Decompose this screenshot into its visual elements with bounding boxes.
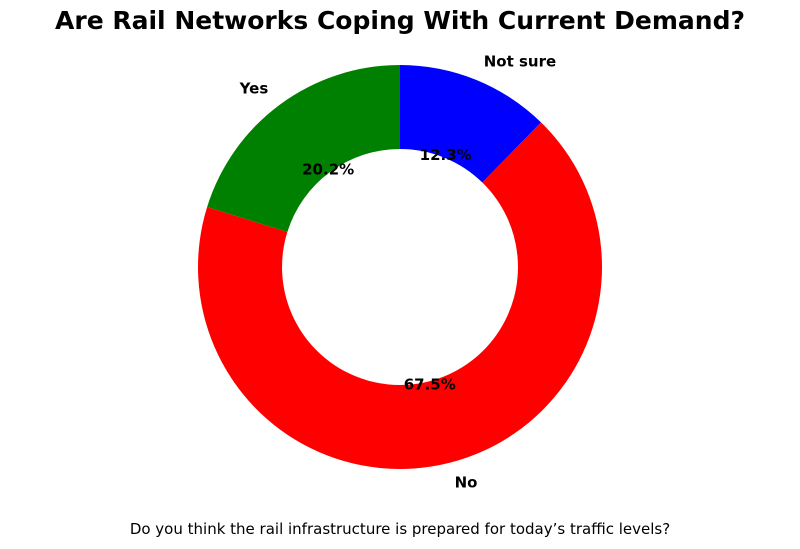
chart-title: Are Rail Networks Coping With Current De… [55, 6, 745, 35]
slice-label-no: No [455, 474, 478, 492]
chart-caption: Do you think the rail infrastructure is … [129, 520, 671, 538]
slice-no [198, 122, 603, 470]
slice-label-yes: Yes [239, 79, 269, 97]
slice-pct-yes: 20.2% [302, 161, 354, 179]
slice-yes [207, 65, 400, 232]
slice-not-sure [400, 65, 542, 183]
slice-pct-no: 67.5% [404, 376, 456, 394]
slice-pct-not-sure: 12.3% [420, 146, 472, 164]
slice-label-not-sure: Not sure [484, 52, 556, 70]
